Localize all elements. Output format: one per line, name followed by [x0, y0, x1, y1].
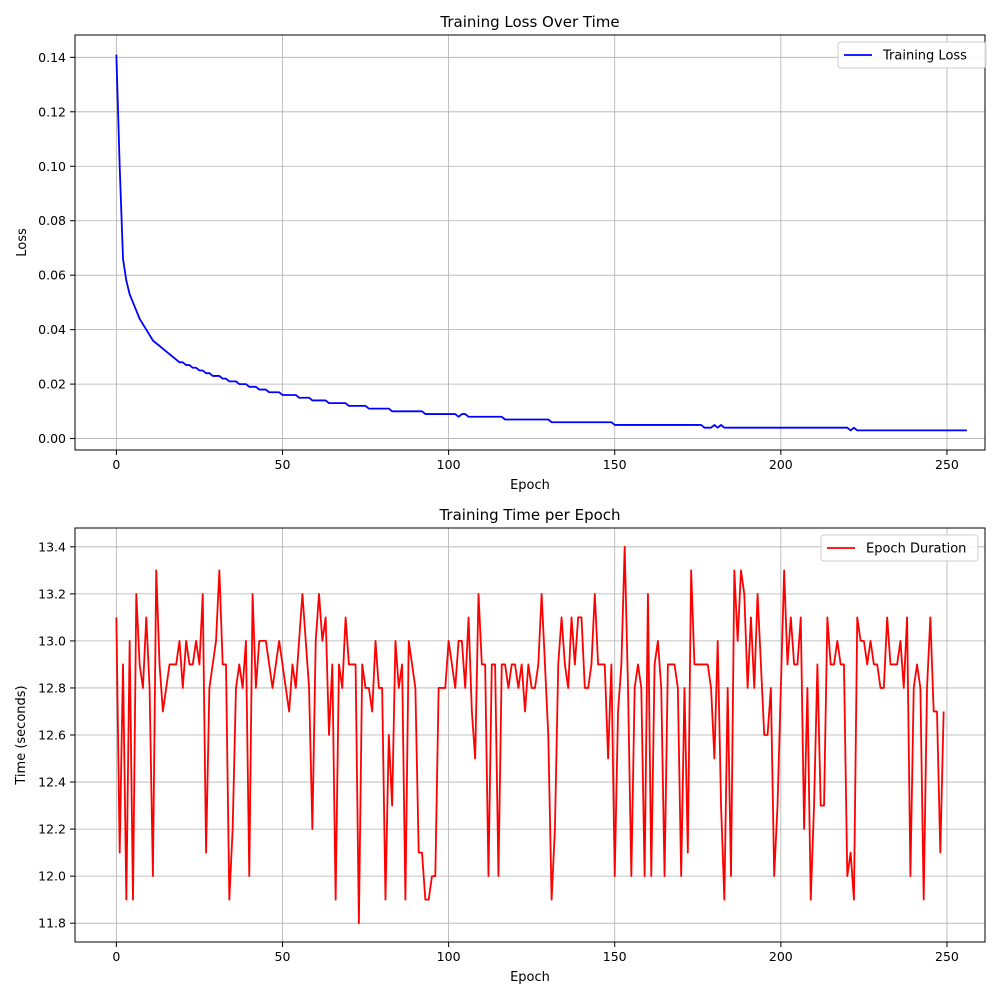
x-tick-label: 100 [437, 949, 461, 964]
y-tick-label: 0.02 [38, 377, 66, 392]
legend-label: Training Loss [882, 49, 967, 64]
x-axis-label: Epoch [510, 478, 550, 493]
series-line [115, 545, 945, 925]
x-axis-label: Epoch [510, 970, 550, 985]
chart-title: Training Time per Epoch [438, 506, 620, 524]
legend-box [837, 41, 987, 69]
y-tick-label: 12.4 [38, 775, 66, 790]
y-tick-label: 0.06 [38, 268, 66, 283]
x-tick-label: 50 [275, 457, 291, 472]
y-tick-label: 11.8 [38, 916, 66, 931]
y-axis-label: Loss [15, 228, 30, 257]
y-tick-label: 0.14 [38, 50, 66, 65]
x-tick-label: 100 [437, 457, 461, 472]
y-tick-label: 13.4 [38, 539, 66, 554]
legend-box [820, 534, 979, 562]
y-tick-label: 0.00 [38, 431, 66, 446]
x-tick-label: 0 [112, 949, 120, 964]
series-line [115, 54, 967, 432]
y-tick-label: 13.0 [38, 633, 66, 648]
legend: Training Loss [837, 41, 987, 69]
x-tick-label: 0 [112, 457, 120, 472]
x-tick-label: 50 [275, 949, 291, 964]
y-tick-label: 0.08 [38, 213, 66, 228]
y-tick-label: 12.2 [38, 822, 66, 837]
x-tick-label: 200 [769, 949, 793, 964]
y-axis-label: Time (seconds) [14, 685, 29, 785]
legend-label: Epoch Duration [866, 542, 966, 557]
y-tick-label: 0.12 [38, 104, 66, 119]
x-tick-label: 250 [935, 949, 959, 964]
axes-frame [74, 34, 986, 451]
y-tick-label: 12.0 [38, 869, 66, 884]
x-tick-label: 150 [603, 949, 627, 964]
y-tick-label: 0.10 [38, 159, 66, 174]
x-tick-label: 150 [603, 457, 627, 472]
grid [75, 528, 985, 942]
x-tick-label: 200 [769, 457, 793, 472]
chart-title: Training Loss Over Time [439, 13, 619, 31]
y-tick-label: 12.6 [38, 728, 66, 743]
grid [75, 35, 985, 450]
y-tick-label: 13.2 [38, 586, 66, 601]
chart-2: 0 50 100 150 200 250 11.8 12.0 12.2 12.4 12.6 12.8 1… [14, 506, 986, 985]
y-tick-label: 12.8 [38, 680, 66, 695]
chart-1: 0 50 100 150 200 250 0.00 0.02 0.04 0.06 0.08 0.10 0… [15, 13, 987, 493]
x-tick-label: 250 [935, 457, 959, 472]
legend: Epoch Duration [820, 534, 979, 562]
y-tick-label: 0.04 [38, 322, 66, 337]
